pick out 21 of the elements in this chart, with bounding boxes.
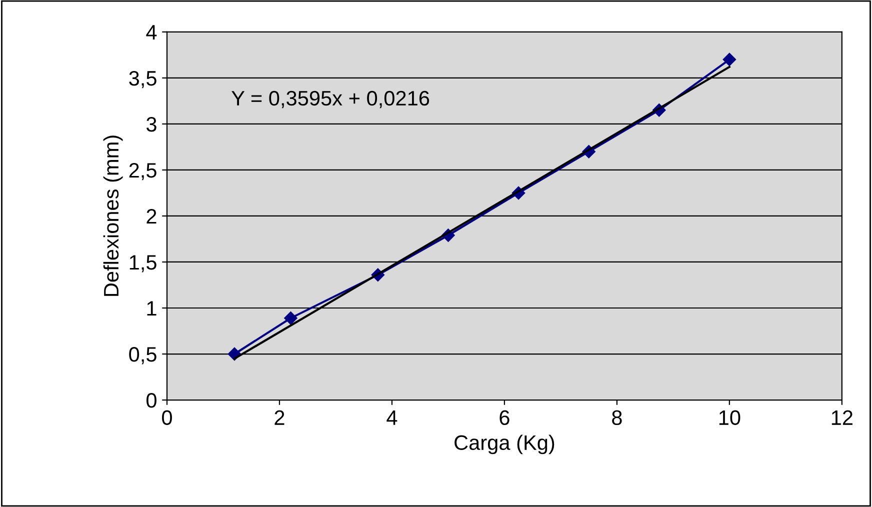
- x-tick-label: 4: [386, 410, 398, 425]
- x-axis-title: Carga (Kg): [454, 434, 554, 454]
- point: [284, 312, 298, 325]
- y-axis-title: Deflexiones (mm): [103, 136, 123, 296]
- y-tick-label: 1,5: [130, 255, 156, 272]
- x-tick-label: 6: [500, 410, 510, 426]
- point: [722, 52, 736, 66]
- annotation: Y = 0,3595x + 0,0216: [232, 90, 430, 108]
- y-tick-label: 3,5: [129, 70, 156, 88]
- x-tick-label: 8: [612, 410, 622, 426]
- x-tick-label: 0: [162, 410, 172, 426]
- y-tick-label: 2,5: [129, 162, 156, 180]
- x-tick-label: 2: [274, 410, 284, 425]
- y-tick-label: 0: [146, 393, 156, 408]
- y-tick-label: 4: [146, 25, 157, 40]
- y-tick-label: 3: [146, 116, 156, 132]
- x-tick-label: 12: [832, 410, 852, 425]
- y-tick-label: 1: [147, 301, 156, 316]
- x-tick-label: 10: [719, 410, 740, 426]
- y-tick-label: 2: [146, 208, 156, 224]
- y-tick-label: 0,5: [129, 347, 156, 364]
